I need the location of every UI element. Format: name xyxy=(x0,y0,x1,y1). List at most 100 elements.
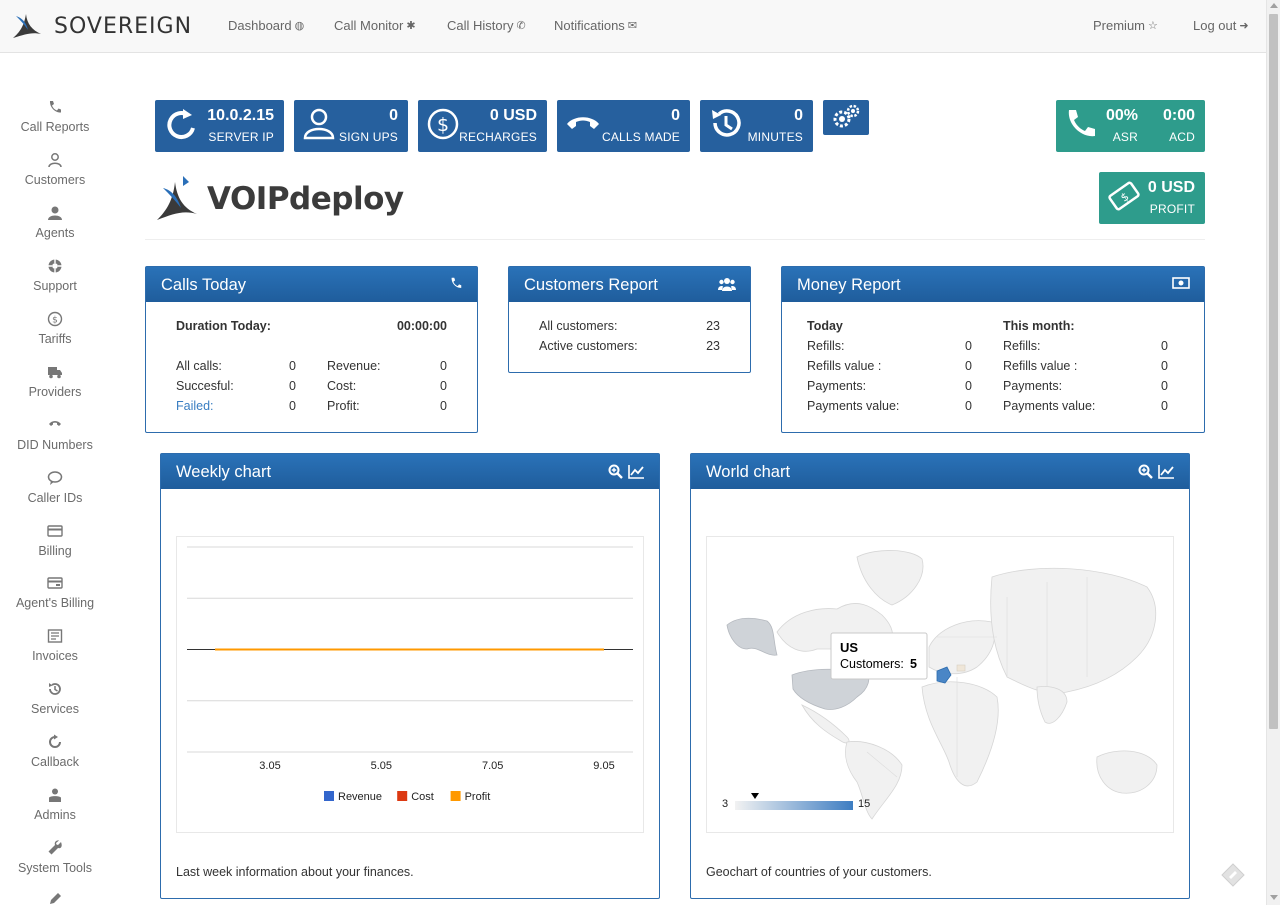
sidebar-item-admins[interactable]: Admins xyxy=(0,787,110,822)
sidebar: Call Reports Customers Agents Support $ … xyxy=(0,53,110,905)
sidebar-item-agents-billing[interactable]: Agent's Billing xyxy=(0,575,110,610)
agent-card-icon xyxy=(47,577,63,589)
nav-call-monitor[interactable]: Call Monitor ✱ xyxy=(334,18,416,33)
zoom-icon[interactable] xyxy=(608,464,623,484)
x-tick-label: 9.05 xyxy=(593,760,614,772)
tile-minutes[interactable]: 0 MINUTES xyxy=(700,100,813,152)
line-chart-icon[interactable] xyxy=(1158,464,1175,484)
brand[interactable]: SOVEREIGN xyxy=(10,10,192,42)
sidebar-item-label: Support xyxy=(33,279,77,293)
weekly-chart-frame: 3.05 5.05 7.05 9.05 Revenue Cost Profit xyxy=(176,536,644,833)
nav-dashboard[interactable]: Dashboard ◍ xyxy=(228,18,304,33)
sidebar-item-customers[interactable]: Customers xyxy=(0,152,110,187)
weekly-chart-title: Weekly chart xyxy=(176,463,272,481)
world-chart-panel: World chart xyxy=(690,453,1190,899)
profit-label: Profit: xyxy=(327,399,360,413)
acd-label: ACD xyxy=(1169,130,1195,144)
map-highlight-country xyxy=(956,664,966,672)
globe-icon: ◍ xyxy=(294,20,305,32)
nav-logout-label: Log out xyxy=(1193,18,1237,33)
scroll-thumb[interactable] xyxy=(1269,14,1278,729)
cost-value: 0 xyxy=(440,379,447,393)
sidebar-item-label: Invoices xyxy=(32,649,78,663)
nav-notifications[interactable]: Notifications ✉ xyxy=(554,18,637,33)
sidebar-item-callback[interactable]: Callback xyxy=(0,734,110,769)
line-chart-icon[interactable] xyxy=(628,464,645,484)
money-icon xyxy=(1172,276,1190,295)
feedback-widget-icon[interactable] xyxy=(1220,862,1246,888)
admin-icon xyxy=(49,788,61,802)
successful-value: 0 xyxy=(289,379,296,393)
customers-report-panel: Customers Report All customers: 23 Activ… xyxy=(508,266,751,373)
profit-label: PROFIT xyxy=(1149,202,1195,216)
sidebar-item-agents[interactable]: Agents xyxy=(0,205,110,240)
map-alaska xyxy=(726,617,778,656)
speech-bubble-icon xyxy=(47,471,63,485)
sidebar-item-did-numbers[interactable]: DID Numbers xyxy=(0,417,110,452)
acd-value: 0:00 xyxy=(1162,107,1195,124)
sign-ups-value: 0 xyxy=(389,107,398,124)
user-outline-icon xyxy=(48,153,62,168)
nav-premium[interactable]: Premium ☆ xyxy=(1093,18,1158,33)
scale-marker xyxy=(751,793,759,799)
legend-label-profit: Profit xyxy=(465,791,491,803)
sidebar-item-system-tools[interactable]: System Tools xyxy=(0,840,110,875)
world-map[interactable] xyxy=(707,537,1173,832)
nav-notifications-label: Notifications xyxy=(554,18,625,33)
tile-calls-made[interactable]: 0 CALLS MADE xyxy=(557,100,690,152)
phone-icon: ✆ xyxy=(516,20,526,32)
scroll-down-arrow[interactable] xyxy=(1270,895,1278,900)
calls-made-label: CALLS MADE xyxy=(601,130,680,144)
x-tick-label: 5.05 xyxy=(371,760,392,772)
sidebar-item-providers[interactable]: Providers xyxy=(0,364,110,399)
sidebar-item-support[interactable]: Support xyxy=(0,258,110,293)
revenue-label: Revenue: xyxy=(327,359,381,373)
svg-text:$: $ xyxy=(52,316,58,326)
today-refills-value-label: Refills value : xyxy=(807,359,882,373)
dollar-circle-icon: $ xyxy=(47,311,63,327)
nav-call-history[interactable]: Call History ✆ xyxy=(447,18,526,33)
settings-button[interactable] xyxy=(823,100,869,135)
failed-link[interactable]: Failed: xyxy=(176,399,214,413)
color-scale-bar xyxy=(735,801,853,810)
month-payments-label: Payments: xyxy=(1003,379,1063,393)
today-refills-label: Refills: xyxy=(807,339,845,353)
history-icon xyxy=(712,109,741,137)
gears-icon xyxy=(833,104,860,128)
sidebar-item-billing[interactable]: Billing xyxy=(0,523,110,558)
sidebar-item-label: System Tools xyxy=(17,861,93,875)
sidebar-item-label: Providers xyxy=(28,385,82,399)
legend-label-cost: Cost xyxy=(411,791,434,803)
zoom-icon[interactable] xyxy=(1138,464,1153,484)
all-calls-value: 0 xyxy=(289,359,296,373)
tile-server-ip[interactable]: 10.0.2.15 SERVER IP xyxy=(155,100,284,152)
sidebar-item-label: Admins xyxy=(34,808,76,822)
nav-logout[interactable]: Log out ➜ xyxy=(1193,18,1249,33)
tile-recharges[interactable]: $ 0 USD RECHARGES xyxy=(418,100,547,152)
sidebar-item-more[interactable] xyxy=(0,891,110,905)
sidebar-item-invoices[interactable]: Invoices xyxy=(0,628,110,663)
calls-today-panel: Calls Today Duration Today: 00:00:00 All… xyxy=(145,266,478,433)
tile-asr-acd[interactable]: 00% ASR 0:00 ACD xyxy=(1056,100,1205,152)
map-asia xyxy=(990,567,1157,694)
nav-dashboard-label: Dashboard xyxy=(228,18,292,33)
tooltip-value: 5 xyxy=(910,657,917,671)
all-customers-label: All customers: xyxy=(539,319,618,333)
sovereign-logo-icon xyxy=(13,14,41,38)
sidebar-item-label: Tariffs xyxy=(38,332,72,346)
pencil-icon xyxy=(50,893,61,904)
successful-label: Succesful: xyxy=(176,379,234,393)
failed-value: 0 xyxy=(289,399,296,413)
tile-sign-ups[interactable]: 0 SIGN UPS xyxy=(294,100,408,152)
sidebar-item-caller-ids[interactable]: Caller IDs xyxy=(0,470,110,505)
legend-swatch-cost xyxy=(397,791,408,801)
truck-icon xyxy=(48,367,62,379)
page-scrollbar[interactable] xyxy=(1266,0,1280,905)
sidebar-item-label: Billing xyxy=(38,544,72,558)
sidebar-item-services[interactable]: Services xyxy=(0,681,110,716)
sidebar-item-tariffs[interactable]: $ Tariffs xyxy=(0,311,110,346)
weekly-chart-panel: Weekly chart 3.05 5.05 7.05 9.05 Revenue Cost… xyxy=(160,453,660,899)
tile-profit[interactable]: $ 0 USD PROFIT xyxy=(1099,172,1205,224)
scroll-up-arrow[interactable] xyxy=(1270,3,1278,8)
sidebar-item-call-reports[interactable]: Call Reports xyxy=(0,99,110,134)
